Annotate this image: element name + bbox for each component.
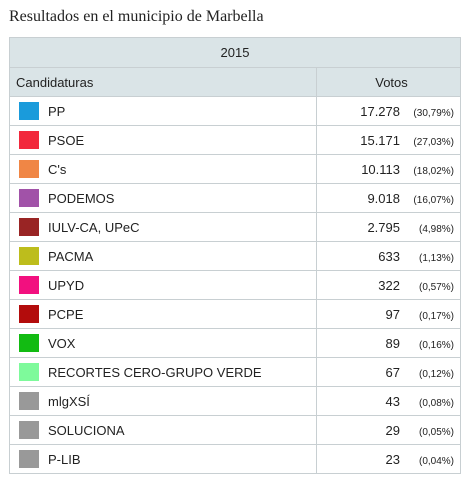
table-row: PCPE 97 (0,17%) (9, 299, 461, 329)
year-header: 2015 (9, 37, 461, 68)
votes-cell: 322 (0,57%) (316, 270, 461, 300)
votes-value: 17.278 (360, 103, 400, 119)
table-row: C's 10.113 (18,02%) (9, 154, 461, 184)
party-cell: P-LIB (9, 444, 317, 474)
votes-value: 15.171 (360, 132, 400, 148)
votes-cell: 29 (0,05%) (316, 415, 461, 445)
votes-percent: (0,12%) (418, 368, 454, 380)
party-cell: PP (9, 96, 317, 126)
votes-percent: (30,79%) (413, 107, 454, 119)
party-cell: RECORTES CERO-GRUPO VERDE (9, 357, 317, 387)
votes-cell: 89 (0,16%) (316, 328, 461, 358)
party-name: C's (48, 161, 67, 177)
votes-cell: 97 (0,17%) (316, 299, 461, 329)
color-swatch (19, 189, 39, 207)
table-row: IULV-CA, UPeC 2.795 (4,98%) (9, 212, 461, 242)
party-cell: IULV-CA, UPeC (9, 212, 317, 242)
votes-percent: (1,13%) (418, 252, 454, 264)
party-name: PP (48, 103, 66, 119)
table-row: PODEMOS 9.018 (16,07%) (9, 183, 461, 213)
table-row: VOX 89 (0,16%) (9, 328, 461, 358)
party-name: PSOE (48, 132, 85, 148)
votes-value: 633 (378, 248, 400, 264)
votes-value: 322 (378, 277, 400, 293)
table-row: PACMA 633 (1,13%) (9, 241, 461, 271)
table-row: SOLUCIONA 29 (0,05%) (9, 415, 461, 445)
votes-cell: 15.171 (27,03%) (316, 125, 461, 155)
votes-percent: (0,17%) (418, 310, 454, 322)
votes-value: 67 (385, 364, 400, 380)
votes-percent: (18,02%) (413, 165, 454, 177)
color-swatch (19, 392, 39, 410)
votes-cell: 633 (1,13%) (316, 241, 461, 271)
color-swatch (19, 305, 39, 323)
votes-percent: (0,08%) (418, 397, 454, 409)
table-row: mlgXSÍ 43 (0,08%) (9, 386, 461, 416)
votes-cell: 43 (0,08%) (316, 386, 461, 416)
votes-value: 9.018 (367, 190, 400, 206)
party-cell: PODEMOS (9, 183, 317, 213)
votes-cell: 9.018 (16,07%) (316, 183, 461, 213)
title: Resultados en el municipio de Marbella (9, 8, 264, 25)
votes-cell: 67 (0,12%) (316, 357, 461, 387)
color-swatch (19, 131, 39, 149)
party-name: P-LIB (48, 451, 81, 467)
table-row: UPYD 322 (0,57%) (9, 270, 461, 300)
votes-cell: 17.278 (30,79%) (316, 96, 461, 126)
color-swatch (19, 450, 39, 468)
votes-percent: (4,98%) (418, 223, 454, 235)
votes-cell: 10.113 (18,02%) (316, 154, 461, 184)
party-name: PCPE (48, 306, 84, 322)
results-table: 2015 Candidaturas Votos PP 17.278 (30,79%)… (9, 37, 461, 474)
party-name: IULV-CA, UPeC (48, 219, 140, 235)
color-swatch (19, 421, 39, 439)
votes-percent: (0,05%) (418, 426, 454, 438)
votes-value: 29 (385, 422, 400, 438)
party-cell: PSOE (9, 125, 317, 155)
party-name: RECORTES CERO-GRUPO VERDE (48, 364, 262, 380)
table-row: PSOE 15.171 (27,03%) (9, 125, 461, 155)
color-swatch (19, 247, 39, 265)
color-swatch (19, 102, 39, 120)
party-name: mlgXSÍ (48, 393, 90, 409)
color-swatch (19, 276, 39, 294)
table-body: PP 17.278 (30,79%) PSOE 15.171 (27,03%) C's 10.… (9, 96, 461, 474)
party-cell: PACMA (9, 241, 317, 271)
party-cell: UPYD (9, 270, 317, 300)
votes-value: 43 (385, 393, 400, 409)
votes-percent: (27,03%) (413, 136, 454, 148)
table-row: PP 17.278 (30,79%) (9, 96, 461, 126)
votes-percent: (16,07%) (413, 194, 454, 206)
party-name: VOX (48, 335, 76, 351)
party-cell: PCPE (9, 299, 317, 329)
color-swatch (19, 218, 39, 236)
table-row: RECORTES CERO-GRUPO VERDE 67 (0,12%) (9, 357, 461, 387)
column-header: Candidaturas (9, 67, 317, 97)
party-name: UPYD (48, 277, 85, 293)
votes-percent: (0,57%) (418, 281, 454, 293)
table-row: P-LIB 23 (0,04%) (9, 444, 461, 474)
party-name: PACMA (48, 248, 94, 264)
votes-value: 10.113 (361, 161, 400, 177)
votes-percent: (0,04%) (418, 455, 454, 467)
party-cell: SOLUCIONA (9, 415, 317, 445)
votes-percent: (0,16%) (418, 339, 454, 351)
party-name: SOLUCIONA (48, 422, 125, 438)
votes-cell: 23 (0,04%) (316, 444, 461, 474)
votes-value: 89 (385, 335, 400, 351)
votes-value: 97 (385, 306, 400, 322)
column-header: Votos (316, 67, 461, 97)
party-cell: VOX (9, 328, 317, 358)
votes-value: 23 (385, 451, 400, 467)
votes-cell: 2.795 (4,98%) (316, 212, 461, 242)
party-name: PODEMOS (48, 190, 115, 206)
color-swatch (19, 334, 39, 352)
party-cell: C's (9, 154, 317, 184)
votes-value: 2.795 (367, 219, 400, 235)
color-swatch (19, 160, 39, 178)
color-swatch (19, 363, 39, 381)
party-cell: mlgXSÍ (9, 386, 317, 416)
